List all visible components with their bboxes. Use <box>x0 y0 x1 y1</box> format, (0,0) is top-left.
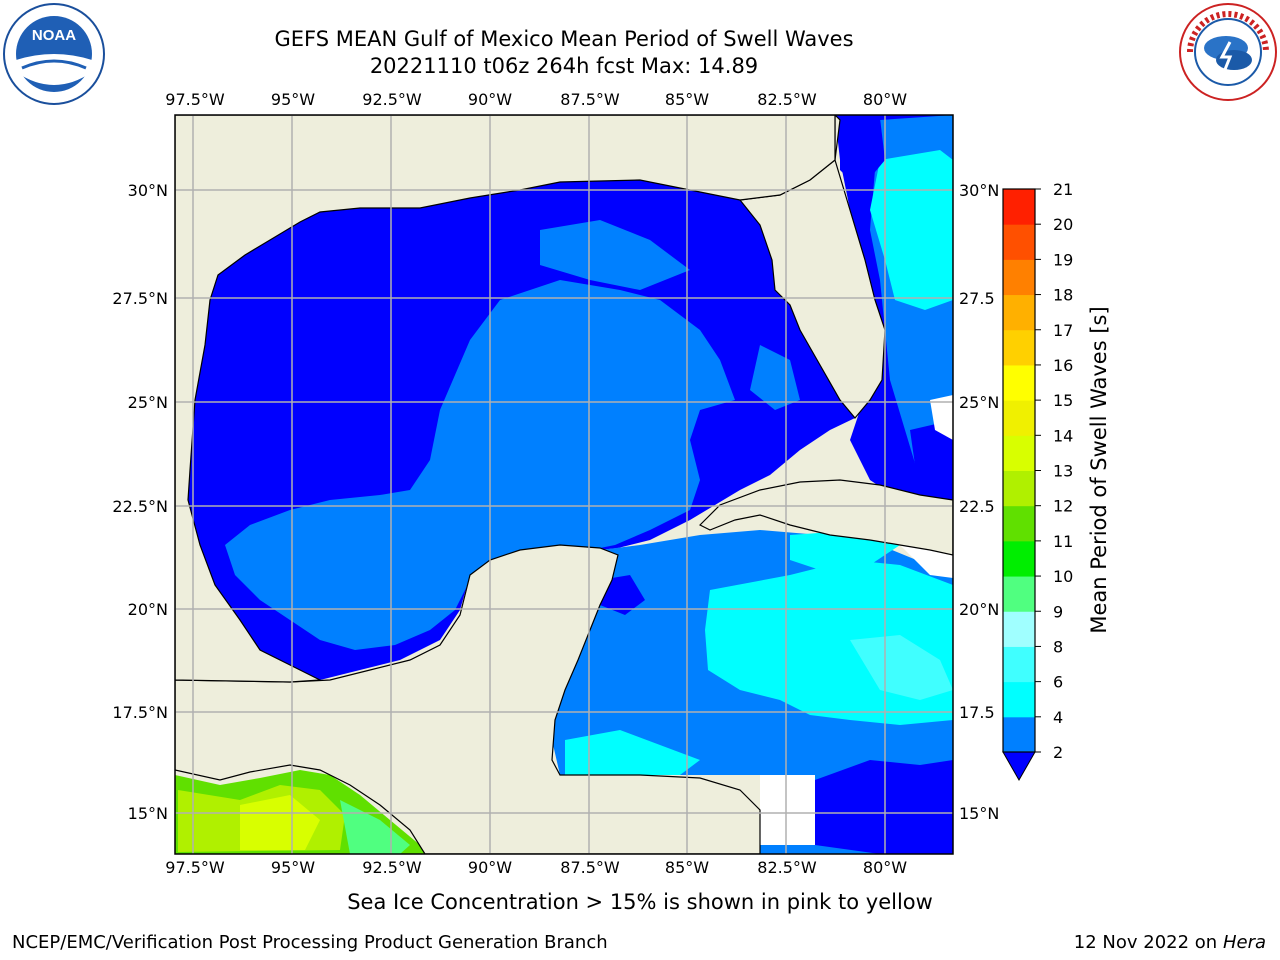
date-text: 12 Nov 2022 on <box>1073 932 1218 953</box>
lat-label-right: 15°N <box>959 804 999 823</box>
colorbar-tick-label: 16 <box>1053 356 1073 375</box>
nws-logo <box>1179 3 1277 101</box>
colorbar-segment <box>1003 189 1035 225</box>
colorbar-ticks: 2 4 6 8 9 10 11 12 13 14 15 16 17 18 19 20 21 <box>1035 180 1073 762</box>
lon-label-top: 97.5°W <box>165 90 225 109</box>
map-area <box>175 115 953 854</box>
lat-label-left: 25°N <box>128 393 168 412</box>
lat-label-left: 22.5°N <box>112 497 168 516</box>
colorbar-tick-label: 4 <box>1053 708 1063 727</box>
colorbar-segment <box>1003 611 1035 647</box>
lat-label-left: 30°N <box>128 181 168 200</box>
colorbar-segment <box>1003 540 1035 577</box>
colorbar-tick-label: 10 <box>1053 567 1073 586</box>
sea-ice-note: Sea Ice Concentration > 15% is shown in … <box>347 890 933 914</box>
lon-label-top: 85°W <box>665 90 709 109</box>
colorbar-label: Mean Period of Swell Waves [s] <box>1087 306 1111 633</box>
lon-label-bottom: 87.5°W <box>560 858 620 877</box>
chart-title: GEFS MEAN Gulf of Mexico Mean Period of … <box>274 27 854 51</box>
colorbar-segment <box>1003 576 1035 612</box>
colorbar-extension <box>1002 751 1036 782</box>
lon-label-top: 90°W <box>468 90 512 109</box>
colorbar-segment <box>1003 505 1035 542</box>
colorbar-segment <box>1003 329 1035 366</box>
lon-label-bottom: 85°W <box>665 858 709 877</box>
colorbar-tick-label: 15 <box>1053 391 1073 410</box>
lat-label-right: 17.5 <box>959 703 995 722</box>
colorbar-segment <box>1003 294 1035 331</box>
colorbar-tick-label: 20 <box>1053 215 1073 234</box>
lat-label-right: 27.5 <box>959 289 995 308</box>
lat-label-right: 30°N <box>959 181 999 200</box>
colorbar-segment <box>1003 646 1035 683</box>
colorbar-segment <box>1003 435 1035 471</box>
colorbar-segment <box>1003 259 1035 296</box>
graticule <box>175 115 953 854</box>
colorbar-tick-label: 14 <box>1053 426 1073 445</box>
colorbar-tick-label: 6 <box>1053 673 1063 692</box>
colorbar-segment <box>1003 470 1035 507</box>
svg-text:NOAA: NOAA <box>32 27 76 44</box>
colorbar-tick-label: 12 <box>1053 497 1073 516</box>
lon-label-bottom: 92.5°W <box>362 858 422 877</box>
colorbar-tick-label: 18 <box>1053 286 1073 305</box>
date-stamp: 12 Nov 2022 on Hera <box>1074 932 1266 953</box>
lon-label-top: 80°W <box>863 90 907 109</box>
lon-label-top: 82.5°W <box>757 90 817 109</box>
colorbar-tick-label: 9 <box>1053 602 1063 621</box>
colorbar-segment <box>1003 681 1035 718</box>
lat-label-right: 20°N <box>959 600 999 619</box>
lon-label-top: 92.5°W <box>362 90 422 109</box>
lat-label-right: 22.5 <box>959 497 995 516</box>
colorbar-tick-label: 19 <box>1053 250 1073 269</box>
colorbar-tick-label: 8 <box>1053 637 1063 656</box>
machine-name: Hera <box>1222 932 1266 953</box>
lon-label-bottom: 97.5°W <box>165 858 225 877</box>
chart-subtitle: 20221110 t06z 264h fcst Max: 14.89 <box>369 54 759 78</box>
colorbar <box>1002 188 1036 782</box>
colorbar-tick-label: 2 <box>1053 743 1063 762</box>
us-coast <box>175 115 836 683</box>
lon-label-top: 87.5°W <box>560 90 620 109</box>
colorbar-tick-label: 21 <box>1053 180 1073 199</box>
colorbar-segment <box>1003 364 1035 401</box>
lon-label-bottom: 82.5°W <box>757 858 817 877</box>
branch-credit: NCEP/EMC/Verification Post Processing Pr… <box>12 932 608 953</box>
lat-label-left: 17.5°N <box>112 703 168 722</box>
colorbar-tick-label: 17 <box>1053 321 1073 340</box>
colorbar-segment <box>1003 400 1035 436</box>
colorbar-segment <box>1003 716 1035 753</box>
colorbar-segment <box>1003 224 1035 260</box>
colorbar-tick-label: 13 <box>1053 462 1073 481</box>
colorbar-tick-label: 11 <box>1053 532 1073 551</box>
lon-label-bottom: 90°W <box>468 858 512 877</box>
lat-label-left: 27.5°N <box>112 289 168 308</box>
lon-label-bottom: 95°W <box>271 858 315 877</box>
lat-label-right: 25°N <box>959 393 999 412</box>
gulf-mid-water <box>225 280 735 650</box>
lon-label-top: 95°W <box>271 90 315 109</box>
noaa-logo: NOAA <box>3 3 105 105</box>
lon-label-bottom: 80°W <box>863 858 907 877</box>
cuba <box>698 479 953 556</box>
lat-label-left: 20°N <box>128 600 168 619</box>
map-frame <box>174 114 954 855</box>
lat-label-left: 15°N <box>128 804 168 823</box>
